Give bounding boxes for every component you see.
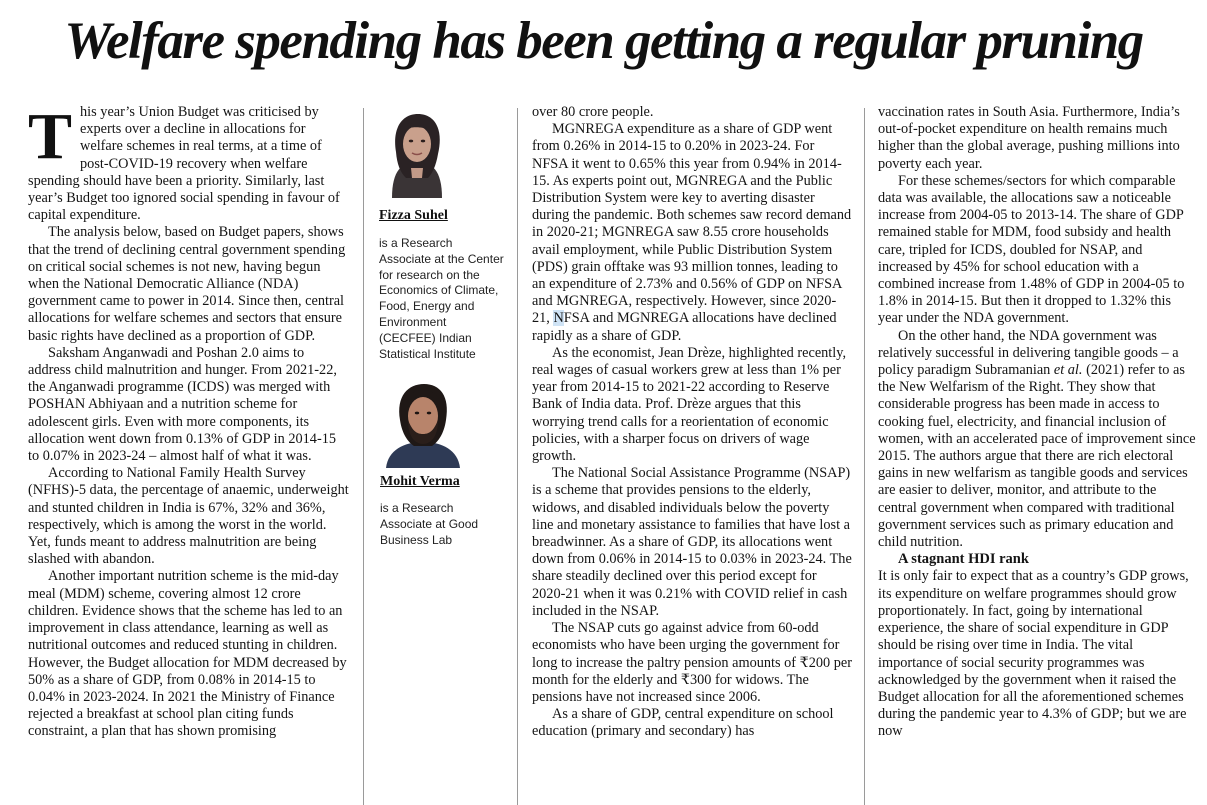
author-photo-mohit-verma: [378, 380, 468, 468]
paragraph-text: his year’s Union Budget was criticised b…: [28, 104, 340, 224]
column-divider: [363, 108, 364, 805]
paragraph: Saksham Anganwadi and Poshan 2.0 aims to…: [28, 344, 337, 465]
paragraph: As the economist, Jean Drèze, highlighte…: [532, 344, 847, 465]
paragraph: The analysis below, based on Budget pape…: [28, 224, 346, 344]
paragraph: The NSAP cuts go against advice from 60-…: [532, 620, 852, 705]
paragraph: On the other hand, the NDA government wa…: [878, 328, 1196, 552]
article-column-3: over 80 crore people. MGNREGA expenditur…: [532, 104, 852, 804]
section-subhead: A stagnant HDI rank: [898, 551, 1029, 568]
paragraph: Another important nutrition scheme is th…: [28, 568, 347, 740]
paragraph-text: On the other hand, the NDA government wa…: [878, 327, 1179, 379]
paragraph: MGNREGA expenditure as a share of GDP we…: [532, 121, 852, 345]
paragraph: As a share of GDP, central expenditure o…: [532, 706, 834, 740]
author-bio: is a Research Associate at the Center fo…: [379, 236, 504, 361]
paragraph-text: (2021) refer to as the New Welfarism of …: [878, 362, 1196, 551]
emphasis-text: et al.: [1053, 362, 1083, 379]
text-selection-highlight: N: [553, 310, 564, 327]
paragraph: vaccination rates in South Asia. Further…: [878, 104, 1180, 172]
headline: Welfare spending has been getting a regu…: [64, 12, 1144, 70]
author-photo-fizza-suhel: [378, 108, 456, 198]
author-bio: is a Research Associate at Good Business…: [380, 501, 479, 547]
paragraph: over 80 crore people.: [532, 104, 654, 120]
paragraph: For these schemes/sectors for which comp…: [878, 172, 1185, 327]
paragraph-text: MGNREGA expenditure as a share of GDP we…: [532, 121, 852, 327]
author-name: Mohit Verma: [380, 474, 460, 489]
drop-cap: T: [28, 104, 73, 173]
author-name: Fizza Suhel: [379, 208, 448, 223]
paragraph-text: FSA and MGNREGA allocations have decline…: [532, 310, 837, 344]
column-divider: [517, 108, 518, 805]
column-divider: [864, 108, 865, 805]
paragraph: It is only fair to expect that as a coun…: [878, 568, 1189, 740]
paragraph: According to National Family Health Surv…: [28, 465, 349, 568]
paragraph: The National Social Assistance Programme…: [532, 465, 852, 619]
article-column-4: vaccination rates in South Asia. Further…: [878, 104, 1196, 804]
